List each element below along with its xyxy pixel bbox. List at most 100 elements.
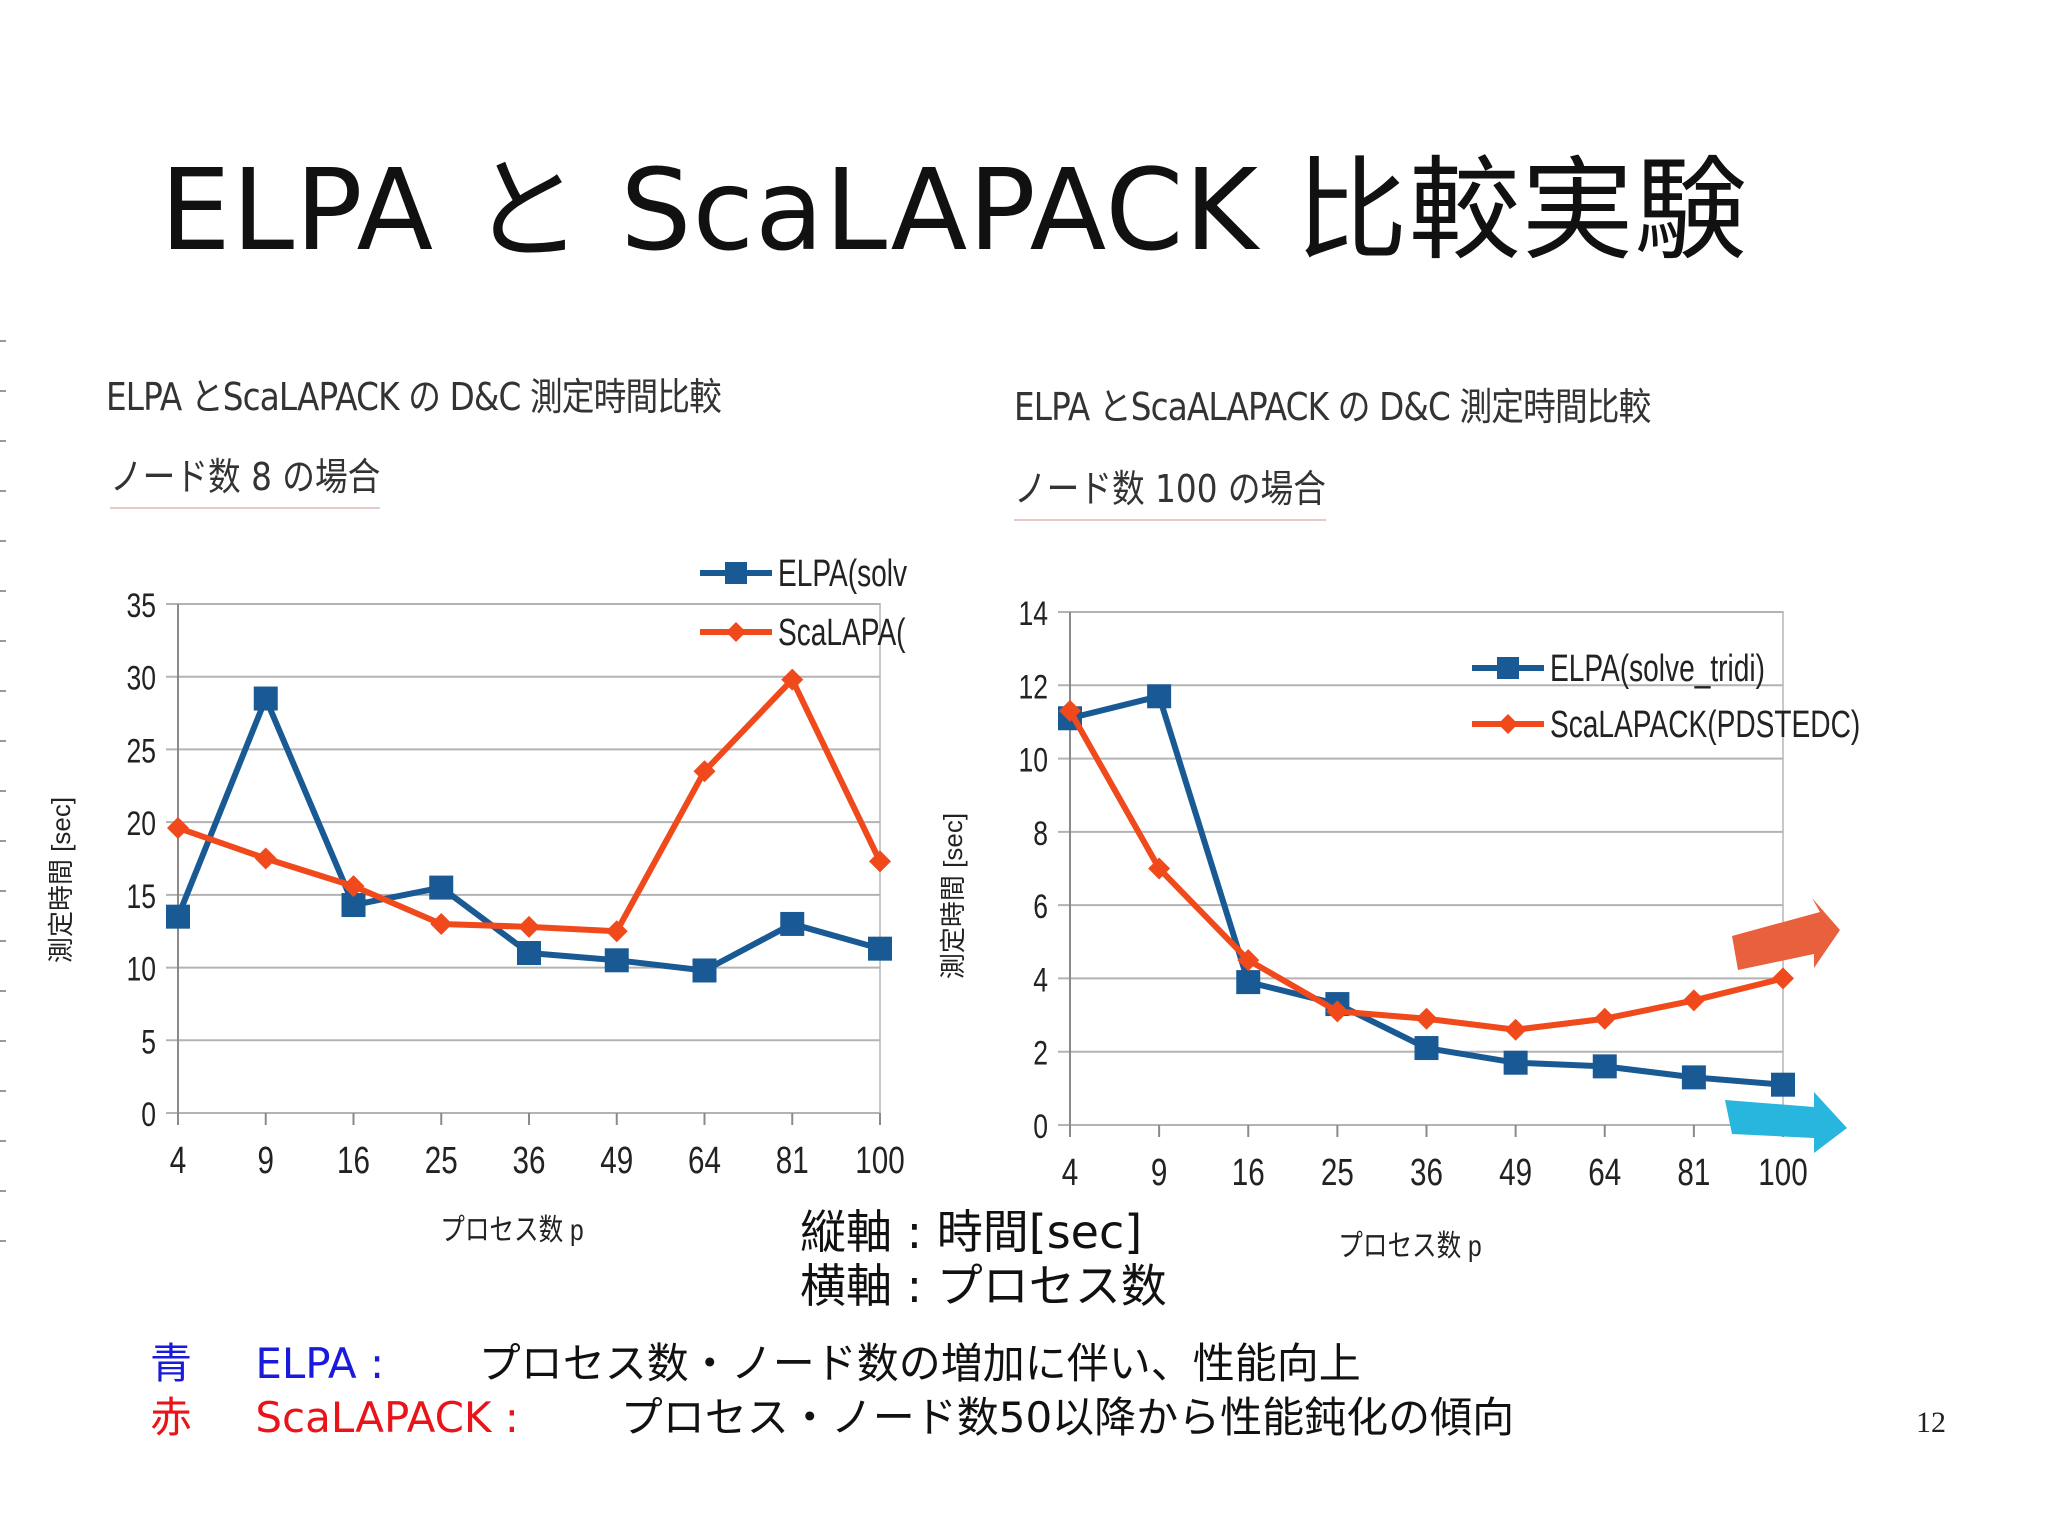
chart-2-x-tick-label: 81 xyxy=(1677,1152,1710,1194)
chart-1-scalapack-point xyxy=(781,668,804,691)
chart-1-x-tick-label: 64 xyxy=(688,1140,721,1182)
chart-1-x-tick-label: 81 xyxy=(776,1140,809,1182)
chart-2-scalapack-point xyxy=(1682,989,1705,1012)
chart-2-x-tick-label: 25 xyxy=(1321,1152,1354,1194)
chart-1-legend-swatch-marker xyxy=(725,562,747,584)
chart-2-x-tick-label: 36 xyxy=(1410,1152,1443,1194)
chart-1-x-tick-label: 25 xyxy=(425,1140,458,1182)
arrow-right-icon xyxy=(1725,1092,1847,1153)
chart-2-subtitle: ノード数 100 の場合 xyxy=(1014,458,1326,521)
chart-1-y-axis-title: 測定時間 [sec] xyxy=(46,797,76,963)
chart-2-title: ELPA とScaALAPACK の D&C 測定時間比較 xyxy=(1014,385,1651,429)
chart-2-y-tick-label: 4 xyxy=(1033,961,1048,999)
chart-2-y-tick-label: 14 xyxy=(1018,595,1048,633)
chart-1-x-tick-label: 9 xyxy=(258,1140,274,1182)
summary-scalapack-text: プロセス・ノード数50以降から性能鈍化の傾向 xyxy=(620,1393,1515,1442)
summary-scalapack: 赤 ScaLAPACK : プロセス・ノード数50以降から性能鈍化の傾向 xyxy=(150,1384,1514,1445)
chart-1-elpa-point xyxy=(604,948,629,973)
chart-2-legend-swatch-marker xyxy=(1497,657,1519,679)
axis-note-vertical: 縦軸 : 時間[sec] xyxy=(800,1205,1143,1259)
chart-2-x-tick-label: 49 xyxy=(1499,1152,1532,1194)
chart-1-y-tick-label: 5 xyxy=(141,1023,156,1061)
chart-2-y-tick-label: 12 xyxy=(1018,668,1048,706)
chart-2-x-tick-label: 9 xyxy=(1151,1152,1167,1194)
chart-1-x-tick-label: 36 xyxy=(513,1140,546,1182)
chart-1-scalapack-point xyxy=(342,875,365,898)
chart-2-elpa-point xyxy=(1771,1072,1795,1097)
summary-elpa: 青 ELPA : プロセス数・ノード数の増加に伴い、性能向上 xyxy=(150,1330,1361,1391)
chart-2-y-tick-label: 8 xyxy=(1033,815,1048,853)
chart-1-legend-label: ELPA(solv xyxy=(778,553,907,595)
summary-red-word: 赤 xyxy=(150,1393,193,1442)
chart-2-scalapack-point xyxy=(1415,1007,1438,1030)
chart-2-scalapack-point xyxy=(1059,699,1081,722)
chart-2-scalapack-point xyxy=(1237,949,1260,972)
chart-2-elpa-point xyxy=(1681,1065,1706,1090)
chart-2-legend-label: ScaLAPACK(PDSTEDC) xyxy=(1550,704,1860,746)
chart-2-y-axis-title: 測定時間 [sec] xyxy=(938,813,968,979)
page-number: 12 xyxy=(1916,1406,1946,1439)
chart-1-title: ELPA とScaLAPACK の D&C 測定時間比較 xyxy=(106,375,722,419)
chart-2-elpa-point xyxy=(1503,1050,1528,1075)
chart-2-scalapack-point xyxy=(1593,1007,1616,1030)
chart-1-x-axis-title: プロセス数 p xyxy=(440,1213,583,1247)
summary-elpa-text: プロセス数・ノード数の増加に伴い、性能向上 xyxy=(478,1339,1361,1388)
chart-1-elpa-point xyxy=(166,904,190,929)
arrow-up-right-icon xyxy=(1732,898,1840,970)
chart-1-x-tick-label: 100 xyxy=(855,1140,904,1182)
axis-note-horizontal: 横軸 : プロセス数 xyxy=(800,1259,1167,1313)
slide-title: ELPA と ScaLAPACK 比較実験 xyxy=(160,146,1748,276)
chart-2-scalapack-point xyxy=(1772,967,1794,990)
chart-1-scalapack-point xyxy=(869,850,891,873)
chart-1-elpa-point xyxy=(253,686,278,711)
chart-2-x-tick-label: 100 xyxy=(1758,1152,1807,1194)
chart-1-scalapack-point xyxy=(167,816,189,839)
chart-1-y-tick-label: 15 xyxy=(126,878,156,916)
chart-2-scalapack-point xyxy=(1504,1018,1527,1041)
chart-2-scalapack-point xyxy=(1326,1000,1349,1023)
chart-2-scalapack-point xyxy=(1148,857,1171,880)
chart-2-x-tick-label: 16 xyxy=(1232,1152,1265,1194)
summary-elpa-name: ELPA : xyxy=(255,1339,385,1388)
chart-1-legend-swatch-marker xyxy=(726,622,746,642)
chart-1-scalapack-point xyxy=(693,760,716,783)
summary-scalapack-name: ScaLAPACK : xyxy=(255,1393,519,1442)
chart-2-legend-label: ELPA(solve_tridi) xyxy=(1550,648,1765,690)
chart-2-y-tick-label: 10 xyxy=(1018,741,1048,779)
chart-1-elpa-point xyxy=(517,941,541,966)
chart-1-y-tick-label: 0 xyxy=(141,1096,156,1134)
chart-1-elpa-point xyxy=(429,875,454,900)
chart-1-x-tick-label: 16 xyxy=(337,1140,370,1182)
chart-1-x-tick-label: 4 xyxy=(170,1140,186,1182)
chart-2-elpa-point xyxy=(1147,684,1172,709)
chart-1-y-tick-label: 10 xyxy=(126,950,156,988)
chart-1-scalapack-point xyxy=(430,912,453,935)
chart-2-y-tick-label: 6 xyxy=(1033,888,1048,926)
chart-1-subtitle: ノード数 8 の場合 xyxy=(110,446,381,509)
chart-1-scalapack-point xyxy=(518,915,540,938)
chart-2-x-tick-label: 4 xyxy=(1062,1152,1078,1194)
chart-1-y-tick-label: 30 xyxy=(126,660,156,698)
chart-1-legend-label: ScaLAPA( xyxy=(778,612,906,654)
chart-2-elpa-point xyxy=(1236,970,1261,995)
chart-2-elpa-point xyxy=(1592,1054,1617,1079)
chart-1-elpa-point xyxy=(868,936,892,961)
chart-1-y-tick-label: 35 xyxy=(126,587,156,625)
chart-2-legend-swatch-marker xyxy=(1498,714,1518,734)
chart-2-y-tick-label: 0 xyxy=(1033,1108,1048,1146)
chart-1-scalapack-point xyxy=(605,920,628,943)
chart-2-x-tick-label: 64 xyxy=(1588,1152,1621,1194)
chart-2-y-tick-label: 2 xyxy=(1033,1035,1048,1073)
chart-1-y-tick-label: 20 xyxy=(126,805,156,843)
summary-blue-word: 青 xyxy=(150,1339,193,1388)
chart-1-elpa-point xyxy=(692,958,717,983)
chart-1-elpa-point xyxy=(780,911,805,936)
chart-2-elpa-point xyxy=(1414,1036,1439,1061)
chart-1-x-tick-label: 49 xyxy=(600,1140,633,1182)
chart-1-y-tick-label: 25 xyxy=(126,732,156,770)
chart-2-x-axis-title: プロセス数 p xyxy=(1338,1229,1481,1263)
slide-edge-ticks xyxy=(0,340,6,1280)
chart-1-scalapack-point xyxy=(254,847,277,870)
